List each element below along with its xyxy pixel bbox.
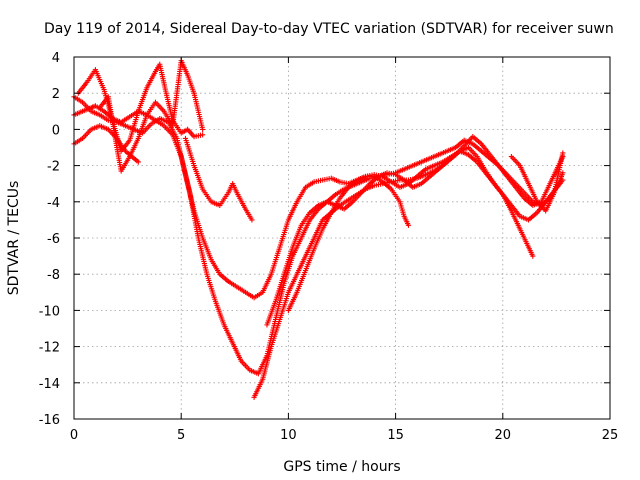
data-point-marker [560,150,566,156]
grid-lines [74,57,610,419]
data-point-marker [200,132,206,138]
x-axis-label: GPS time / hours [283,459,400,475]
data-point-marker [405,222,412,228]
data-point-marker [560,170,566,176]
x-tick-label: 20 [495,428,512,443]
data-point-marker [200,126,206,132]
x-tick-label: 15 [387,428,404,443]
x-tick-label: 10 [280,428,297,443]
y-tick-label: -6 [47,232,60,247]
x-tick-label: 5 [177,428,185,443]
y-tick-label: -12 [39,341,60,356]
y-tick-label: -14 [39,377,60,392]
y-tick-label: -16 [39,413,60,428]
y-tick-label: 0 [52,123,60,138]
data-point-marker [530,253,536,259]
y-axis-label: SDTVAR / TECUs [6,181,22,296]
series-track-10 [508,150,566,214]
data-point-marker [560,177,566,183]
y-tick-label: 4 [52,51,60,66]
y-tick-label: -8 [47,268,60,283]
y-tick-label: -2 [47,160,60,175]
x-tick-label: 25 [602,428,619,443]
chart-title: Day 119 of 2014, Sidereal Day-to-day VTE… [44,21,614,37]
y-tick-label: -4 [47,196,60,211]
series-track-6 [182,135,255,223]
axis-ticks [73,56,611,420]
data-points [71,58,566,400]
series-track-4 [97,58,206,174]
x-tick-label: 0 [70,428,78,443]
series-track-5 [71,123,141,165]
series-track-8 [264,134,566,328]
data-point-marker [135,159,141,165]
data-point-marker [249,217,255,223]
y-tick-label: 2 [52,87,60,102]
y-tick-label: -10 [39,304,60,319]
series-track-9 [285,173,412,313]
